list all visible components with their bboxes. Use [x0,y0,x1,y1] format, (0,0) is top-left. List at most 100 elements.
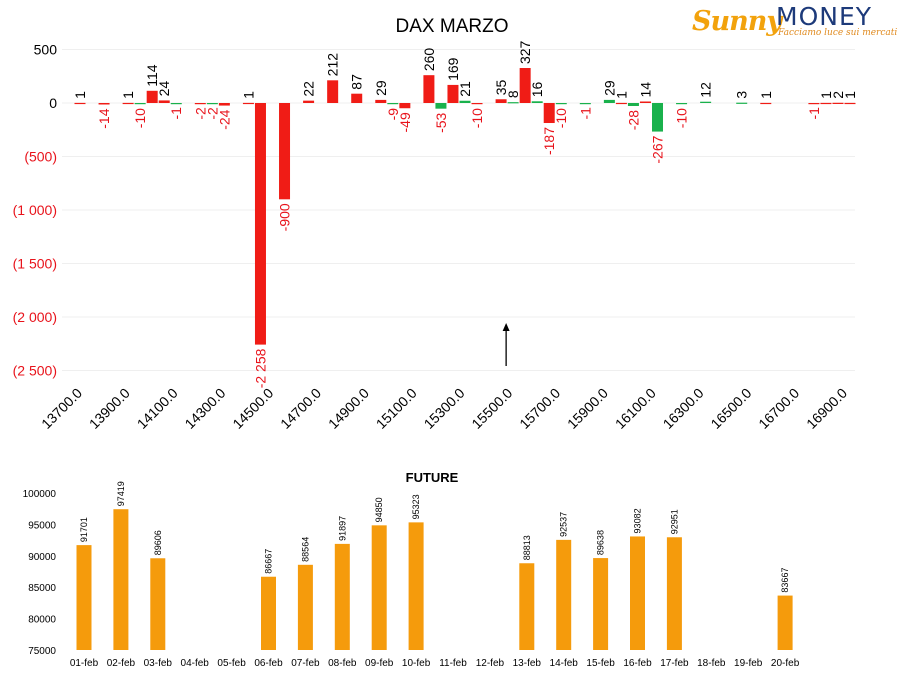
x-tick-label: 11-feb [439,658,467,669]
bar [666,537,682,650]
bar [630,536,645,650]
bar [495,99,507,103]
bar [423,75,435,103]
data-label: -267 [650,135,666,163]
x-tick-label: 05-feb [217,658,246,669]
bar [519,563,535,650]
logo-sunny-text: Sunny [692,6,782,37]
x-tick-label: 16-feb [623,658,652,669]
data-label: 24 [156,81,172,97]
bar [297,564,313,650]
data-label: 83667 [780,568,790,593]
sunny-money-logo: Sunny MONEY Facciamo luce sui mercati [690,2,897,42]
data-label: 169 [445,57,461,81]
y-tick-label: (2 000) [13,309,57,325]
data-label: -10 [553,108,569,128]
x-tick-label: 14900.0 [325,385,372,432]
bar [471,103,483,105]
x-tick-label: 16500.0 [707,385,754,432]
data-label: 29 [373,80,389,96]
x-tick-label: 03-feb [144,658,173,669]
data-label: 16 [529,82,545,98]
y-tick-label: (500) [24,149,57,165]
x-tick-label: 15300.0 [421,385,468,432]
x-tick-label: 17-feb [660,658,689,669]
bar [399,103,411,109]
x-tick-label: 20-feb [771,658,800,669]
x-tick-label: 12-feb [476,658,505,669]
data-label: 1 [120,91,136,99]
bar [603,99,615,103]
x-tick-label: 18-feb [697,658,726,669]
bar [375,99,387,103]
bar [760,102,772,105]
bar [459,100,471,103]
data-label: 1 [818,91,834,99]
bar [303,100,315,103]
data-label: 14 [637,82,653,98]
data-label: 93082 [633,508,643,533]
bar [832,102,844,104]
data-label: 89638 [596,530,606,555]
x-tick-label: 13900.0 [86,385,133,432]
bar [652,103,663,132]
data-label: 92951 [669,509,679,534]
bar [334,543,350,650]
data-labels: 91701 97419 89606 86667 88564 91897 94850 95323… [79,481,790,592]
y-tick-label: (1 000) [13,202,57,218]
data-label: 1 [842,91,858,99]
data-label: 327 [517,40,533,64]
data-label: -187 [541,127,557,155]
data-label: 8 [505,90,521,98]
data-label: 92537 [559,512,569,537]
bar [808,103,820,105]
bar [507,102,519,104]
data-label: 1 [613,91,629,99]
bar [615,102,627,105]
bar [447,84,459,103]
data-label: -2 [192,107,208,120]
bar [736,102,748,104]
bar [279,103,291,200]
data-label: 88564 [300,537,310,562]
bar [556,539,572,650]
y-tick-label: 0 [49,95,57,111]
bars [76,509,793,650]
data-label: -28 [625,110,641,130]
y-tick-label: 100000 [23,489,57,500]
x-tick-label: 09-feb [365,658,394,669]
y-tick-label: 75000 [28,646,56,657]
x-tick-label: 15700.0 [516,385,563,432]
x-tick-label: 10-feb [402,658,431,669]
bar [519,68,531,103]
spot-arrow [502,323,510,366]
data-label: 212 [325,53,341,77]
data-label: 12 [698,82,714,98]
y-tick-label: 500 [34,42,58,58]
data-label: 2 [830,91,846,99]
y-axis: 75000 80000 85000 90000 95000 100000 [23,489,57,657]
bar [627,103,639,106]
x-tick-label: 19-feb [734,658,763,669]
data-label: 3 [734,91,750,99]
bar [242,102,254,105]
y-tick-label: 85000 [28,583,56,594]
bar [408,522,424,650]
bar [74,102,86,105]
x-tick-label: 08-feb [328,658,357,669]
bar [194,103,206,105]
y-tick-label: (1 500) [13,256,57,272]
data-label: -900 [277,203,293,231]
y-tick-label: (2 500) [13,363,57,379]
data-label: 1 [758,91,774,99]
x-tick-label: 06-feb [254,658,283,669]
bar [146,90,158,103]
data-label: 91897 [337,516,347,541]
y-tick-label: 90000 [28,552,56,563]
bar [170,103,182,105]
data-label: -10 [469,108,485,128]
bar [639,101,651,103]
x-tick-label: 14700.0 [277,385,324,432]
x-tick-label: 16300.0 [660,385,707,432]
bar [351,93,363,103]
